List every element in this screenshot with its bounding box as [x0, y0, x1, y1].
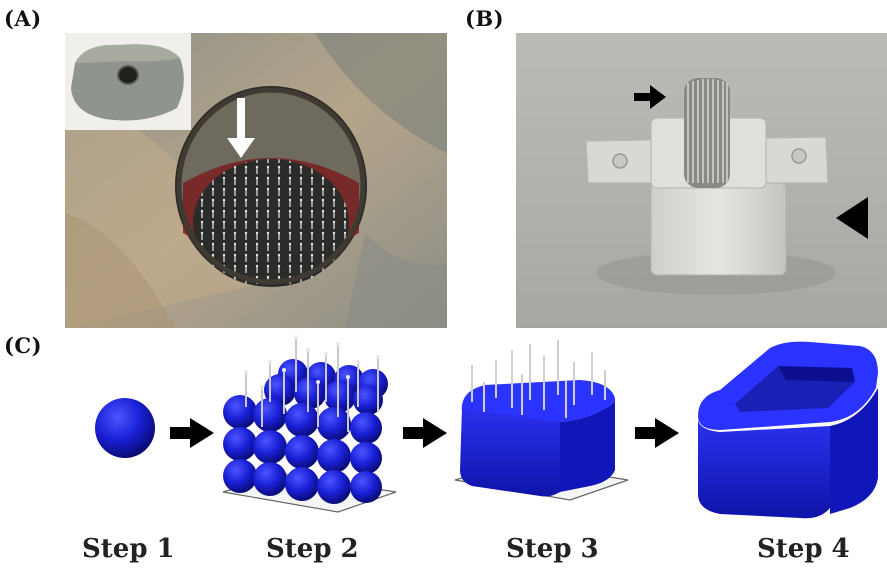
panel-b-photo [516, 33, 887, 328]
step-3-block-with-pins [454, 340, 629, 501]
step-2-label: Step 2 [266, 534, 359, 564]
panel-label-b: (B) [465, 6, 505, 31]
step-2-sphere-stack [222, 335, 397, 513]
step-3-label: Step 3 [506, 534, 599, 564]
arrow-right-icon [634, 85, 666, 109]
panel-a-inset-stone [65, 33, 191, 130]
panel-a-photo [65, 33, 447, 328]
step-arrow-2 [403, 418, 447, 448]
step-1-sphere [95, 398, 155, 458]
arrow-down-icon [227, 98, 255, 158]
step-4-label: Step 4 [757, 534, 850, 564]
panel-label-a: (A) [4, 6, 42, 31]
step-4-hollow-box [698, 341, 878, 519]
step-1-label: Step 1 [82, 534, 175, 564]
step-arrow-3 [635, 418, 679, 448]
panel-label-c: (C) [4, 333, 43, 358]
step-arrow-1 [170, 418, 214, 448]
triangle-left-icon [836, 197, 868, 239]
